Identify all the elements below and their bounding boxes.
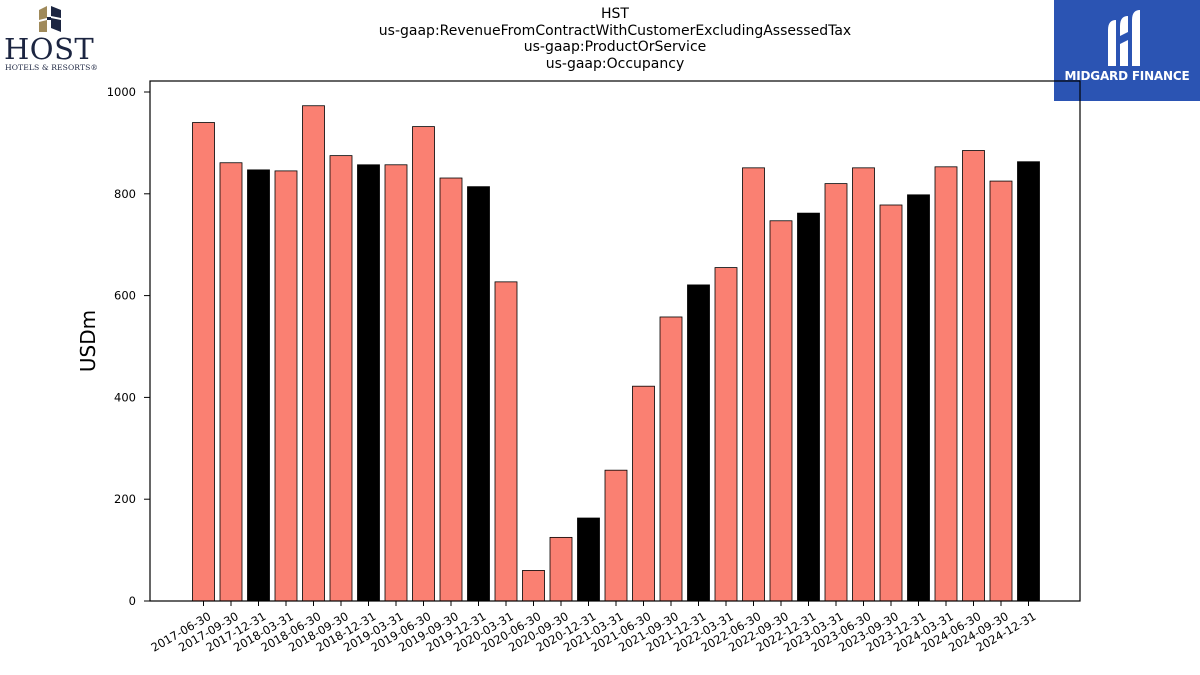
chart-title: HST us-gaap:RevenueFromContractWithCusto… <box>150 6 1080 72</box>
bar-2019-09-30 <box>439 177 463 602</box>
title-line-4: us-gaap:Occupancy <box>545 55 685 72</box>
bar-2021-06-30 <box>632 385 655 602</box>
bar-2023-03-31 <box>824 183 848 602</box>
x-axis: 2017-06-302017-09-302017-12-312018-03-31… <box>149 601 1038 655</box>
title-line-3: us-gaap:ProductOrService <box>523 39 707 55</box>
bar-2024-12-31 <box>1017 161 1040 602</box>
title-line-2: us-gaap:RevenueFromContractWithCustomerE… <box>378 22 852 39</box>
bar-2019-06-30 <box>412 126 435 602</box>
plot-frame <box>149 80 1081 602</box>
y-axis: 0 200 400 600 800 1000 <box>107 85 150 608</box>
bar-2019-03-31 <box>384 164 408 602</box>
midgard-logo-text: MIDGARD FINANCE <box>1064 69 1190 83</box>
bar-2022-12-31 <box>797 212 820 602</box>
y-tick-label: 200 <box>114 492 136 506</box>
host-mark-icon <box>39 6 61 32</box>
host-logo-subtitle: HOTELS & RESORTS® <box>5 63 99 72</box>
host-logo-word: HOST <box>4 32 95 66</box>
y-tick-label: 800 <box>114 187 136 201</box>
bar-2024-09-30 <box>989 180 1013 602</box>
bar-2020-03-31 <box>494 281 518 602</box>
bar-2020-09-30 <box>549 536 573 602</box>
bar-2017-12-31 <box>247 169 270 602</box>
midgard-logo: MIDGARD FINANCE <box>1054 0 1200 101</box>
y-axis-label: USDm <box>76 310 100 372</box>
bar-2020-06-30 <box>522 570 545 602</box>
bar-2023-09-30 <box>879 204 903 602</box>
bar-2022-03-31 <box>714 267 738 602</box>
bar-2024-03-31 <box>934 166 958 602</box>
bar-2021-03-31 <box>604 469 628 602</box>
bar-2020-12-31 <box>577 517 600 602</box>
y-tick-label: 600 <box>114 289 136 303</box>
bar-2022-09-30 <box>769 220 793 602</box>
midgard-mark-icon <box>1108 10 1140 66</box>
bar-2018-06-30 <box>302 105 325 602</box>
bar-2018-03-31 <box>274 170 298 602</box>
bars-group <box>192 105 1040 602</box>
bar-2023-12-31 <box>907 194 930 602</box>
bar-2023-06-30 <box>852 167 875 602</box>
bar-2017-09-30 <box>219 162 243 602</box>
y-tick-label: 400 <box>114 390 136 404</box>
bar-2021-12-31 <box>687 284 710 602</box>
y-tick-label: 1000 <box>107 85 136 99</box>
bar-2019-12-31 <box>467 186 490 602</box>
bar-2021-09-30 <box>659 316 683 602</box>
bar-2024-06-30 <box>962 150 985 602</box>
bar-2022-06-30 <box>742 167 765 602</box>
bar-2018-12-31 <box>357 164 380 602</box>
title-line-1: HST <box>601 6 629 22</box>
y-tick-label: 0 <box>129 594 136 608</box>
bar-2017-06-30 <box>192 122 215 602</box>
bar-2018-09-30 <box>329 155 353 602</box>
host-logo: HOST HOTELS & RESORTS® <box>0 0 110 80</box>
